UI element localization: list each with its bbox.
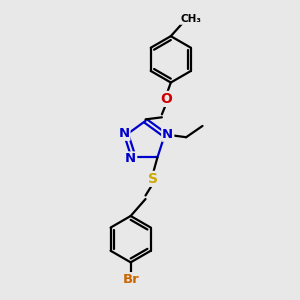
- Text: N: N: [118, 127, 130, 140]
- Text: O: O: [160, 92, 172, 106]
- Text: CH₃: CH₃: [180, 14, 201, 24]
- Text: N: N: [125, 152, 136, 165]
- Text: S: S: [148, 172, 158, 186]
- Text: N: N: [162, 128, 173, 141]
- Text: Br: Br: [122, 273, 139, 286]
